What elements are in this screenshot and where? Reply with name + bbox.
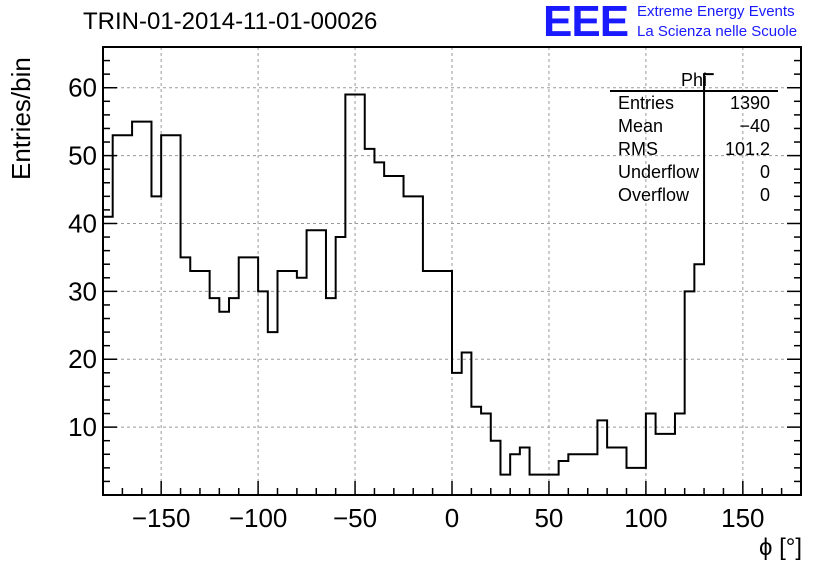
y-axis-label: Entries/bin <box>6 57 36 180</box>
stats-row-entries: Entries 1390 <box>610 92 778 115</box>
run-title: TRIN-01-2014-11-01-00026 <box>83 8 378 35</box>
stats-value: 1390 <box>729 93 770 113</box>
x-tick-label: 100 <box>624 503 667 533</box>
stats-label: Underflow <box>618 162 700 182</box>
stats-label: RMS <box>618 139 658 159</box>
histogram-outline <box>102 73 714 495</box>
stats-row-overflow: Overflow 0 <box>610 184 778 207</box>
stats-label: Overflow <box>618 185 690 205</box>
y-tick-label: 50 <box>68 141 97 171</box>
x-tick-label: 0 <box>445 503 459 533</box>
x-tick-label: −150 <box>132 503 191 533</box>
stats-label: Mean <box>618 116 664 136</box>
y-tick-label: 40 <box>68 208 97 238</box>
stats-box: Phi Entries 1390 Mean −40 RMS 101.2 Unde… <box>610 70 778 207</box>
stats-row-rms: RMS 101.2 <box>610 138 778 161</box>
y-tick-label: 20 <box>68 344 97 374</box>
stats-value: 101.2 <box>724 139 770 159</box>
x-tick-label: 50 <box>534 503 563 533</box>
x-tick-label: −100 <box>229 503 288 533</box>
stats-value: 0 <box>759 185 770 205</box>
y-tick-label: 10 <box>68 412 97 442</box>
y-tick-label: 60 <box>68 73 97 103</box>
stats-value: 0 <box>759 162 770 182</box>
stats-row-mean: Mean −40 <box>610 115 778 138</box>
x-tick-label: −50 <box>333 503 377 533</box>
y-tick-label: 30 <box>68 276 97 306</box>
stats-row-underflow: Underflow 0 <box>610 161 778 184</box>
logo-subtitle-line1: Extreme Energy Events <box>637 3 795 20</box>
x-axis-label: ϕ [°] <box>758 534 802 561</box>
stats-label: Entries <box>618 93 675 113</box>
stats-value: −40 <box>739 116 770 136</box>
eee-logo: EEE <box>543 0 629 46</box>
logo-subtitle-line2: La Scienza nelle Scuole <box>637 23 798 40</box>
x-tick-label: 150 <box>721 503 764 533</box>
stats-title: Phi <box>610 70 778 92</box>
